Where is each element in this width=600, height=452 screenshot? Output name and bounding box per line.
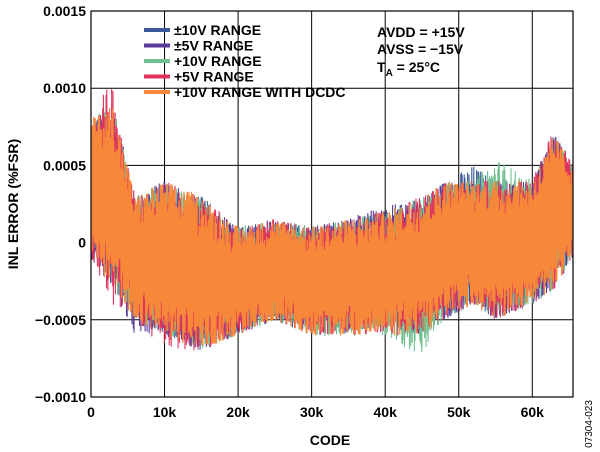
condition-avss: AVSS = −15V bbox=[377, 41, 464, 57]
x-axis: 0 10k 20k 30k 40k 50k 60k bbox=[87, 404, 544, 420]
plot-frame bbox=[90, 10, 574, 398]
series-line bbox=[91, 108, 573, 346]
legend: ±10V RANGE±5V RANGE+10V RANGE+5V RANGE+1… bbox=[144, 22, 346, 100]
series-layer bbox=[91, 88, 573, 353]
y-tick-label: 0 bbox=[78, 235, 86, 251]
figure-id: 07304-023 bbox=[584, 400, 595, 448]
x-tick-label: 30k bbox=[300, 404, 324, 420]
y-tick-label: −0.0010 bbox=[35, 389, 86, 405]
x-tick-label: 0 bbox=[87, 404, 95, 420]
legend-label: +5V RANGE bbox=[174, 69, 254, 85]
y-axis-title: INL ERROR (%FSR) bbox=[5, 139, 21, 269]
conditions-block: AVDD = +15V AVSS = −15V TA = 25°C bbox=[377, 24, 465, 79]
y-axis: −0.0010 −0.0005 0 0.0005 0.0010 0.0015 bbox=[35, 3, 86, 405]
legend-label: ±10V RANGE bbox=[174, 22, 261, 38]
x-tick-label: 60k bbox=[521, 404, 545, 420]
condition-temperature: TA = 25°C bbox=[377, 59, 440, 79]
x-axis-title: CODE bbox=[310, 432, 350, 448]
x-tick-label: 20k bbox=[226, 404, 250, 420]
y-tick-label: −0.0005 bbox=[35, 312, 86, 328]
legend-label: +10V RANGE bbox=[174, 53, 262, 69]
y-tick-label: 0.0015 bbox=[43, 3, 86, 19]
x-tick-label: 10k bbox=[153, 404, 177, 420]
condition-avdd: AVDD = +15V bbox=[377, 24, 465, 40]
legend-label: +10V RANGE WITH DCDC bbox=[174, 84, 346, 100]
y-tick-label: 0.0010 bbox=[43, 80, 86, 96]
x-tick-label: 50k bbox=[447, 404, 471, 420]
y-tick-label: 0.0005 bbox=[43, 157, 86, 173]
legend-label: ±5V RANGE bbox=[174, 38, 253, 54]
x-tick-label: 40k bbox=[374, 404, 398, 420]
